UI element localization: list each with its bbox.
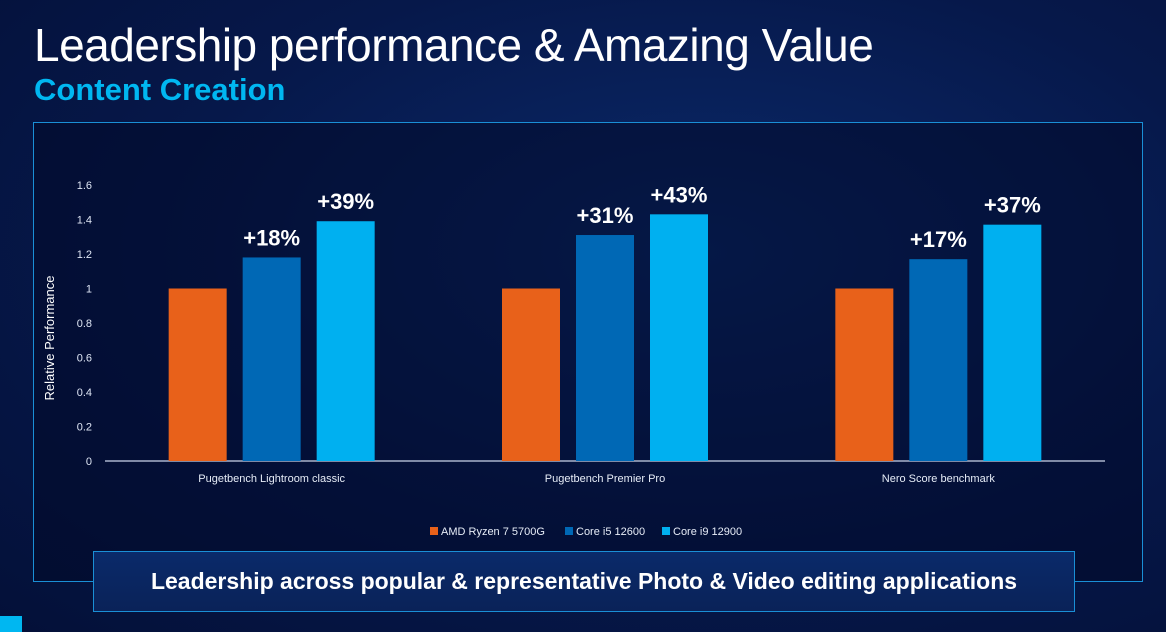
corner-accent (0, 616, 22, 632)
legend-label: Core i9 12900 (673, 526, 742, 538)
y-tick-label: 0.2 (77, 422, 92, 434)
bar (650, 214, 708, 461)
y-tick-label: 0.4 (77, 387, 92, 399)
x-category-label: Nero Score benchmark (882, 473, 996, 485)
y-tick-label: 1.6 (77, 180, 92, 192)
bar (168, 288, 227, 461)
legend-label: AMD Ryzen 7 5700G (441, 526, 545, 538)
bar (576, 235, 634, 461)
data-label: +37% (984, 193, 1041, 218)
y-tick-label: 1.4 (77, 215, 92, 227)
y-tick-label: 0.8 (77, 318, 92, 330)
y-tick-label: 1 (86, 284, 92, 296)
bar (835, 288, 894, 461)
bar (909, 259, 968, 461)
data-label: +39% (317, 189, 374, 214)
data-label: +43% (651, 182, 708, 207)
page-subtitle: Content Creation (34, 72, 286, 107)
legend-swatch (430, 527, 438, 535)
y-axis-title: Relative Performance (42, 276, 57, 401)
page-title: Leadership performance & Amazing Value (34, 19, 874, 71)
data-label: +17% (910, 227, 967, 252)
y-tick-label: 1.2 (77, 249, 92, 261)
summary-banner: Leadership across popular & representati… (93, 551, 1075, 612)
bar (242, 257, 301, 461)
bar (983, 224, 1042, 461)
y-tick-label: 0 (86, 456, 92, 468)
bar (502, 288, 560, 461)
x-category-label: Pugetbench Premier Pro (545, 473, 665, 485)
legend-swatch (662, 527, 670, 535)
legend-label: Core i5 12600 (576, 526, 645, 538)
data-label: +31% (577, 203, 634, 228)
data-label: +18% (243, 225, 300, 250)
x-category-label: Pugetbench Lightroom classic (198, 473, 345, 485)
banner-text: Leadership across popular & representati… (150, 568, 1018, 594)
legend-swatch (565, 527, 573, 535)
bar (316, 221, 375, 461)
y-tick-label: 0.6 (77, 353, 92, 365)
